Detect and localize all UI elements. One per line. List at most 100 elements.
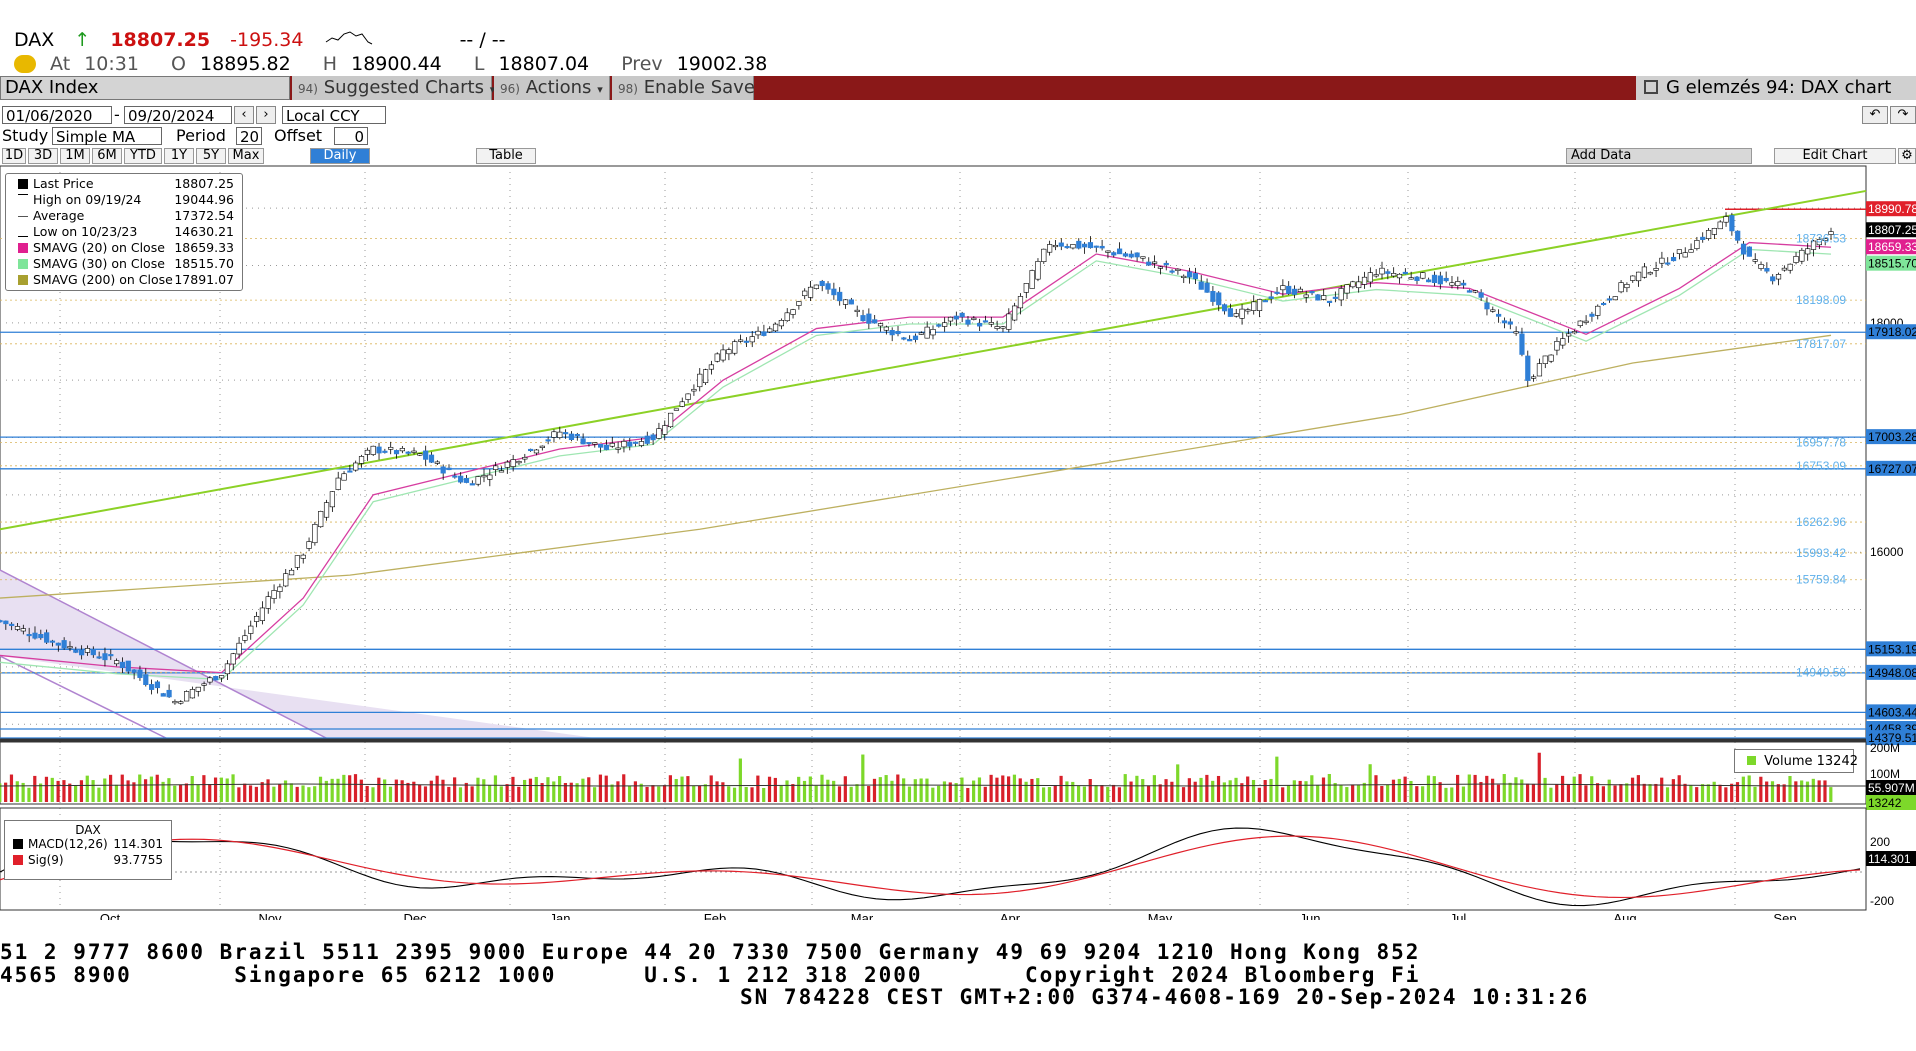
export-icon[interactable] [1644,80,1658,94]
candle-body [1239,308,1245,319]
footer-line-3: SN 784228 CEST GMT+2:00 G374-4608-169 20… [740,985,1590,1009]
candle-body [300,554,306,559]
candle-body [854,309,860,312]
edit-chart-button[interactable]: Edit Chart [1774,148,1896,164]
volume-bar [1211,780,1215,802]
volume-bar [1041,787,1046,802]
period-ytd[interactable]: YTD [124,148,162,164]
chart-legend[interactable]: Last Price 18807.25 High on 09/19/24 19044… [5,173,243,291]
volume-bar [750,787,754,802]
candle-body [1705,230,1712,239]
add-data-input[interactable]: Add Data [1566,148,1752,164]
volume-bar [371,787,375,802]
volume-bar [697,785,702,802]
frequency-select[interactable]: Daily [310,148,370,164]
candle-body [1321,295,1327,300]
period-input[interactable]: 20 [236,127,262,146]
candle-body [498,470,505,473]
period-6m[interactable]: 6M [92,148,122,164]
candle-body [399,448,405,452]
candle-body [907,338,913,342]
channel-upper [0,569,331,741]
candle-body [667,412,674,428]
volume-bar [633,781,638,802]
volume-bar [91,780,95,802]
candle-body [1146,261,1152,266]
candle-body [580,438,586,445]
candle-body [947,316,954,322]
prev-range-button[interactable]: ‹ [234,106,254,124]
date-from-input[interactable]: 01/06/2020 [2,106,112,125]
volume-bar [243,783,247,802]
candle-body [1589,313,1595,317]
volume-bar [925,778,929,802]
candle-body [1396,273,1403,279]
macd-legend[interactable]: DAX MACD(12,26) 114.301 Sig(9) 93.7755 [4,820,172,880]
volume-bar [383,779,387,802]
candle-body [784,312,790,322]
volume-bar [1788,776,1792,802]
volume-bar [138,774,142,802]
study-select[interactable]: Simple MA [52,127,162,146]
volume-bar [598,774,603,802]
volume-bar [1712,781,1716,802]
volume-bar [1146,785,1151,802]
level-labels: 18736.53 18198.09 17817.07 16957.78 16753.09… [1796,231,1846,679]
volume-bar [942,781,947,802]
currency-select[interactable]: Local CCY [282,106,386,125]
candle-body [621,441,627,448]
candle-body [1099,245,1105,249]
low-label: L [473,53,485,75]
volume-bar [639,783,643,802]
support-resistance-levels [0,208,1866,739]
candle-body [574,434,580,437]
price-marker-bg [1866,255,1916,271]
volume-bar [178,784,183,802]
candle-body [265,596,271,609]
actions-button[interactable]: 96) Actions ▾ [494,76,610,100]
volume-bar [97,787,101,802]
period-max[interactable]: Max [228,148,264,164]
period-1d[interactable]: 1D [2,148,26,164]
candle-body [528,448,534,452]
candle-body [1752,259,1758,262]
volume-bar [785,780,789,802]
next-range-button[interactable]: › [256,106,276,124]
security-field[interactable]: DAX Index [0,76,290,100]
candle-body [1828,231,1834,235]
suggested-charts-button[interactable]: 94) Suggested Charts ▾ [292,76,495,100]
candle-body [778,320,784,327]
table-button[interactable]: Table [476,148,536,164]
volume-bar [248,785,253,802]
chart-title[interactable]: G elemzés 94: DAX chart [1636,76,1916,100]
volume-bar [237,787,241,802]
legend-row-sma20: SMAVG (20) on Close 18659.33 [10,240,238,256]
period-1m[interactable]: 1M [60,148,90,164]
period-3d[interactable]: 3D [28,148,58,164]
legend-row-sma200: SMAVG (200) on Close 17891.07 [10,272,238,288]
candle-body [691,388,697,392]
price-marker-bg [1866,324,1916,340]
candle-body [708,364,715,370]
date-to-input[interactable]: 09/20/2024 [124,106,232,125]
volume-bar [989,774,993,802]
sma200-path [0,334,1832,599]
offset-input[interactable]: 0 [334,127,368,146]
volume-bar [1356,785,1361,802]
volume-legend[interactable]: Volume 13242 [1734,749,1858,773]
volume-bar [1525,783,1530,802]
candle-body [1151,261,1158,264]
candle-body [55,642,61,646]
undo-icon[interactable]: ↶ [1862,106,1888,124]
redo-icon[interactable]: ↷ [1890,106,1916,124]
settings-icon[interactable]: ⚙ [1898,148,1916,164]
period-1y[interactable]: 1Y [164,148,194,164]
volume-bar [1444,787,1448,802]
volume-bar [972,780,976,802]
candle-body [1134,252,1140,258]
candle-body [1624,284,1630,289]
candle-body [358,456,365,464]
enable-save-button[interactable]: 98) Enable Save [612,76,755,100]
alert-icon[interactable] [14,55,36,73]
period-5y[interactable]: 5Y [196,148,226,164]
